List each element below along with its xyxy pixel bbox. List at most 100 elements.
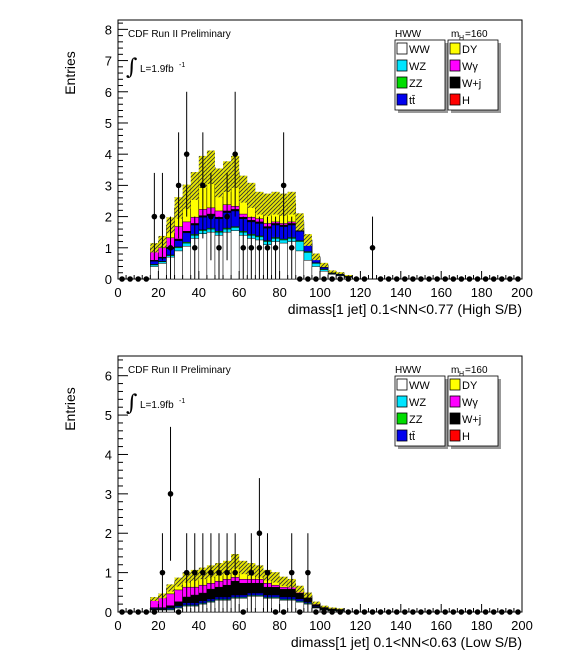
data-point: [208, 213, 214, 220]
data-point: [434, 609, 440, 615]
uncertainty-band: [336, 608, 345, 610]
lumi-label: L=1.9fb: [140, 400, 174, 411]
y-tick-label: 2: [105, 526, 112, 541]
data-point: [482, 609, 489, 615]
data-point: [466, 609, 473, 615]
x-tick-label: 140: [390, 285, 412, 300]
data-point: [191, 569, 198, 576]
hist-bar-WW: [150, 266, 159, 280]
data-point: [329, 609, 335, 615]
uncertainty-band: [328, 607, 337, 609]
data-point: [167, 244, 174, 251]
legend-swatch-H: [449, 429, 461, 442]
data-point: [248, 569, 255, 576]
y-tick-label: 6: [105, 85, 112, 100]
x-tick-label: 20: [151, 285, 165, 300]
data-point: [458, 609, 465, 615]
data-point: [345, 276, 352, 282]
legend-label-WZ: WZ: [409, 397, 426, 409]
legend-label-DY: DY: [462, 44, 478, 56]
data-point: [288, 244, 295, 251]
data-point: [313, 609, 319, 615]
y-tick-label: 1: [105, 241, 112, 256]
y-tick-label: 8: [105, 22, 112, 37]
data-point: [482, 276, 489, 282]
uncertainty-band: [320, 262, 329, 268]
data-point: [159, 213, 166, 220]
data-point: [264, 569, 271, 576]
x-tick-label: 160: [430, 618, 452, 633]
data-point: [361, 276, 368, 282]
data-point: [305, 569, 311, 576]
data-point: [377, 609, 384, 615]
hist-bar-WW: [230, 230, 240, 280]
data-point: [224, 213, 230, 220]
chart-panel-top: 0 20 40 60 80 100 120 140 160 180 200 0 1 2 3 4 5 6 7 8 CDF …: [62, 19, 533, 317]
integral-symbol: ∫: [126, 391, 138, 416]
data-point: [167, 491, 174, 497]
legend-label-ZZ: ZZ: [409, 414, 423, 426]
data-point: [297, 276, 303, 282]
uncertainty-band: [279, 576, 288, 586]
uncertainty-band: [328, 270, 337, 273]
data-point: [393, 609, 400, 615]
legend-swatch-Wjets: [449, 76, 461, 89]
y-tick-label: 3: [105, 487, 112, 502]
uncertainty-band: [150, 597, 159, 601]
data-point: [183, 569, 190, 576]
x-tick-label: 120: [350, 618, 372, 633]
y-tick-label: 1: [105, 566, 112, 581]
data-point: [410, 276, 416, 282]
uncertainty-band: [303, 234, 312, 246]
uncertainty-band: [311, 601, 320, 605]
legend-swatch-DY: [449, 378, 461, 391]
data-point: [458, 276, 465, 282]
data-point: [240, 609, 247, 615]
y-tick-label: 3: [105, 178, 112, 193]
data-point: [127, 609, 133, 615]
data-point: [119, 276, 125, 282]
data-point: [135, 609, 141, 615]
y-tick-label: 6: [105, 369, 112, 384]
data-point: [256, 530, 263, 537]
uncertainty-band: [271, 191, 280, 215]
y-tick-label: 5: [105, 116, 112, 131]
data-point: [200, 182, 206, 189]
chart-title: CDF Run II Preliminary: [128, 29, 231, 40]
data-point: [442, 609, 449, 615]
data-point: [321, 609, 327, 615]
data-point: [402, 609, 408, 615]
data-point: [369, 609, 376, 615]
x-tick-label: 60: [232, 618, 246, 633]
x-tick-label: 120: [350, 285, 372, 300]
legend-swatch-H: [449, 93, 461, 106]
data-point: [490, 276, 497, 282]
data-point: [515, 276, 521, 282]
data-point: [175, 182, 182, 189]
legend-swatch-WZ: [396, 395, 408, 408]
data-point: [426, 276, 432, 282]
legend-title-right-value: =160: [465, 365, 488, 376]
x-tick-label: 100: [309, 618, 331, 633]
hist-bar-WW: [279, 242, 288, 280]
y-tick-label: 5: [105, 408, 112, 423]
data-point: [507, 609, 513, 615]
data-point: [248, 244, 255, 251]
data-point: [353, 276, 360, 282]
legend-title-left: HWW: [395, 365, 422, 376]
x-tick-label: 100: [309, 285, 331, 300]
hist-bar-WW: [158, 263, 167, 280]
legend-swatch-Wgamma: [449, 59, 461, 72]
uncertainty-band: [206, 150, 215, 185]
hist-bar-WW: [166, 609, 175, 613]
data-point: [159, 569, 166, 576]
legend-title-right-sub: H: [459, 371, 464, 378]
uncertainty-band: [287, 191, 296, 215]
y-tick-label: 4: [105, 147, 112, 162]
legend-swatch-Wjets: [449, 412, 461, 425]
integral-symbol: ∫: [126, 55, 138, 80]
hist-bar-WW: [295, 250, 305, 280]
y-axis-title: Entries: [62, 387, 78, 431]
x-tick-label: 160: [430, 285, 452, 300]
